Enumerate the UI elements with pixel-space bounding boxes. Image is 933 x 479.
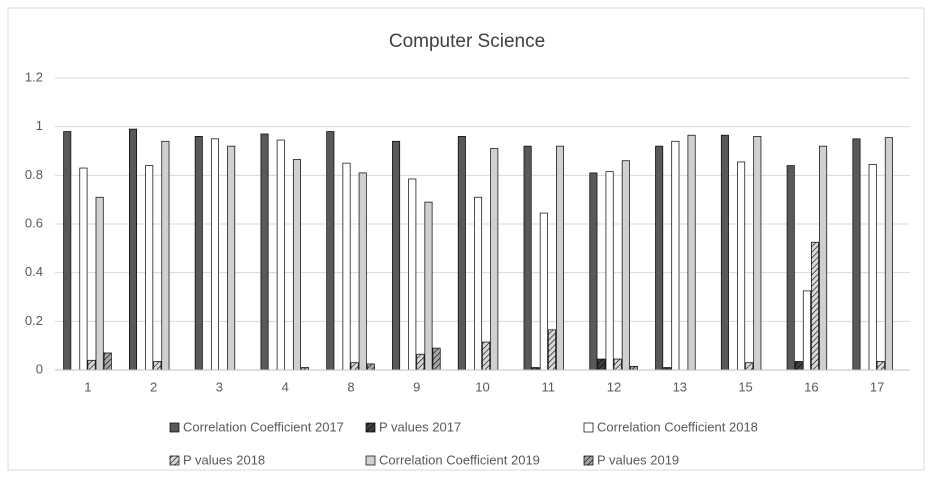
bar (852, 138, 861, 371)
chart-frame (7, 7, 925, 471)
bar (342, 162, 351, 371)
x-tick-label: 4 (282, 379, 289, 394)
legend-label: Correlation Coefficient 2018 (597, 419, 758, 434)
bar (194, 136, 203, 371)
x-tick-label: 16 (804, 379, 818, 394)
bar (416, 353, 425, 371)
bar (424, 201, 433, 371)
bar (737, 161, 746, 371)
legend-swatch (169, 422, 180, 433)
legend-label: Correlation Coefficient 2019 (379, 452, 540, 467)
bar (63, 131, 72, 371)
legend-label: P values 2019 (597, 452, 679, 467)
bar (589, 172, 598, 371)
y-tick-label: 0.4 (25, 264, 43, 279)
legend-label: Correlation Coefficient 2017 (183, 419, 344, 434)
legend-label: P values 2017 (379, 419, 461, 434)
bar (392, 140, 401, 371)
y-tick-label: 1 (36, 118, 43, 133)
bar (819, 145, 828, 371)
bar (292, 159, 301, 371)
legend-swatch (365, 422, 376, 433)
bar (227, 145, 236, 371)
bar (153, 361, 162, 371)
bar (103, 352, 112, 371)
bar (753, 136, 762, 371)
legend-swatch (583, 422, 594, 433)
bar (556, 145, 565, 371)
bar (87, 359, 96, 371)
bar (260, 133, 269, 371)
x-tick-label: 12 (607, 379, 621, 394)
bar (745, 362, 754, 371)
bar (326, 131, 335, 371)
bar (408, 178, 417, 371)
x-tick-label: 13 (673, 379, 687, 394)
bar (482, 341, 491, 371)
x-tick-label: 11 (542, 379, 556, 394)
y-tick-label: 0.2 (25, 313, 43, 328)
x-tick-label: 10 (475, 379, 489, 394)
x-tick-label: 8 (347, 379, 354, 394)
y-tick-label: 0 (36, 361, 43, 376)
bar (457, 136, 466, 371)
bar (810, 241, 819, 371)
bar (671, 140, 680, 371)
y-tick-label: 1.2 (25, 69, 43, 84)
x-tick-label: 17 (870, 379, 884, 394)
bar (366, 363, 375, 371)
bar (523, 145, 532, 371)
legend-label: P values 2018 (183, 452, 265, 467)
bar (547, 329, 556, 371)
bar (802, 290, 811, 371)
bar (687, 134, 696, 371)
bar (432, 347, 441, 371)
bar (868, 164, 877, 371)
bar (621, 160, 630, 371)
bar (794, 361, 803, 371)
x-tick-label: 15 (738, 379, 752, 394)
legend-swatch (169, 455, 180, 466)
bar (358, 172, 367, 371)
y-tick-label: 0.6 (25, 215, 43, 230)
x-tick-label: 9 (413, 379, 420, 394)
bar (145, 165, 154, 371)
legend-swatch (365, 455, 376, 466)
bar (129, 128, 138, 371)
bar (884, 137, 893, 371)
x-tick-label: 3 (216, 379, 223, 394)
bar (876, 361, 885, 371)
y-tick-label: 0.8 (25, 167, 43, 182)
bar (655, 145, 664, 371)
bar (474, 196, 483, 371)
bar (95, 196, 104, 371)
bar (539, 212, 548, 371)
bar (79, 167, 88, 371)
bar (613, 358, 622, 371)
bar (490, 148, 499, 371)
bar (161, 140, 170, 371)
bar (350, 362, 359, 371)
bar (629, 366, 638, 371)
x-tick-label: 2 (150, 379, 157, 394)
bar (720, 134, 729, 371)
bar (605, 171, 614, 371)
bar (786, 165, 795, 371)
x-tick-label: 1 (84, 379, 91, 394)
legend-swatch (583, 455, 594, 466)
chart-title: Computer Science (389, 31, 545, 52)
bar (597, 358, 606, 371)
bar (210, 138, 219, 371)
bar (276, 139, 285, 371)
